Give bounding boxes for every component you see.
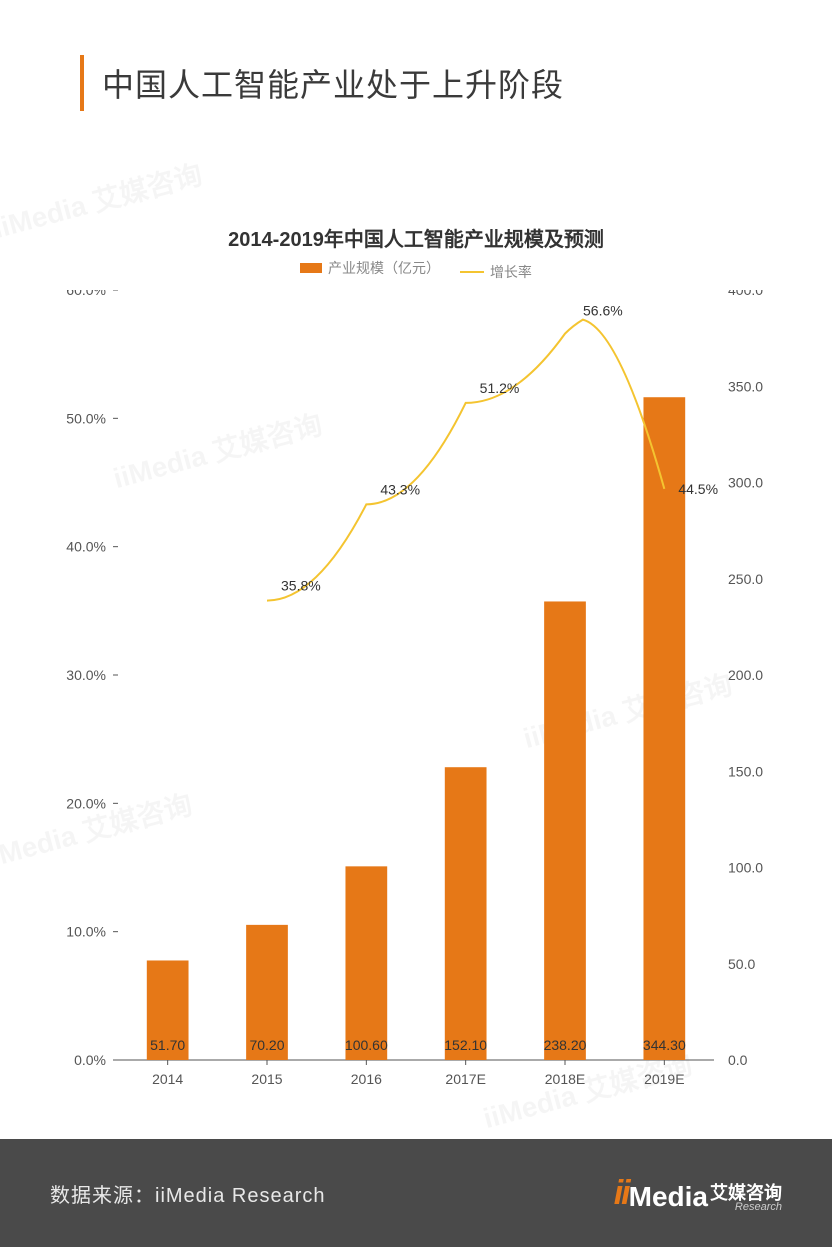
bar-value-label: 51.70	[150, 1037, 185, 1053]
svg-text:50.0: 50.0	[728, 956, 755, 972]
line-value-label: 56.6%	[583, 303, 623, 319]
svg-text:300.0: 300.0	[728, 475, 763, 491]
category-label: 2015	[251, 1071, 282, 1087]
svg-text:0.0%: 0.0%	[74, 1052, 106, 1068]
category-label: 2016	[351, 1071, 382, 1087]
title-accent-bar	[80, 55, 84, 111]
line-value-label: 44.5%	[678, 481, 718, 497]
svg-text:0.0: 0.0	[728, 1052, 748, 1068]
chart-legend: 产业规模（亿元） 增长率	[0, 258, 832, 282]
legend-item-line: 增长率	[460, 262, 532, 282]
legend-label-bar: 产业规模（亿元）	[328, 258, 440, 278]
footer-logo: ii Media 艾媒咨询 Research	[614, 1174, 782, 1213]
page-title: 中国人工智能产业处于上升阶段	[102, 60, 564, 106]
legend-label-line: 增长率	[490, 262, 532, 282]
bar-value-label: 344.30	[643, 1037, 686, 1053]
bar	[345, 866, 387, 1060]
footer-bar: 数据来源：iiMedia Research ii Media 艾媒咨询 Rese…	[0, 1139, 832, 1247]
category-label: 2014	[152, 1071, 183, 1087]
category-label: 2017E	[445, 1071, 485, 1087]
growth-line	[267, 320, 664, 601]
logo-cn: 艾媒咨询	[710, 1184, 782, 1202]
svg-text:350.0: 350.0	[728, 378, 763, 394]
svg-text:200.0: 200.0	[728, 667, 763, 683]
bar	[445, 767, 487, 1060]
bar-value-label: 70.20	[249, 1037, 284, 1053]
category-label: 2019E	[644, 1071, 684, 1087]
logo-media: Media	[629, 1181, 708, 1213]
svg-text:60.0%: 60.0%	[66, 290, 106, 298]
bar-value-label: 100.60	[345, 1037, 388, 1053]
line-value-label: 35.8%	[281, 578, 321, 594]
legend-swatch-bar	[300, 263, 322, 273]
svg-text:50.0%: 50.0%	[66, 410, 106, 426]
bar	[544, 601, 586, 1060]
line-value-label: 43.3%	[380, 481, 420, 497]
page-header: 中国人工智能产业处于上升阶段	[80, 55, 564, 111]
svg-text:250.0: 250.0	[728, 571, 763, 587]
chart-title: 2014-2019年中国人工智能产业规模及预测	[0, 223, 832, 252]
svg-text:100.0: 100.0	[728, 860, 763, 876]
svg-text:40.0%: 40.0%	[66, 539, 106, 555]
svg-text:400.0: 400.0	[728, 290, 763, 298]
svg-text:10.0%: 10.0%	[66, 924, 106, 940]
bar-value-label: 152.10	[444, 1037, 487, 1053]
footer-source: 数据来源：iiMedia Research	[50, 1179, 326, 1208]
chart-svg: 0.0% 10.0% 20.0% 30.0% 40.0% 50.0% 60.0% 0.0 50.…	[40, 290, 792, 1100]
svg-text:30.0%: 30.0%	[66, 667, 106, 683]
legend-swatch-line	[460, 271, 484, 273]
logo-ii-icon: ii	[614, 1174, 629, 1213]
category-label: 2018E	[545, 1071, 585, 1087]
chart-area: 0.0% 10.0% 20.0% 30.0% 40.0% 50.0% 60.0% 0.0 50.…	[40, 290, 792, 1100]
logo-en: Research	[710, 1202, 782, 1213]
svg-text:20.0%: 20.0%	[66, 795, 106, 811]
bar-value-label: 238.20	[544, 1037, 587, 1053]
svg-text:150.0: 150.0	[728, 763, 763, 779]
line-value-label: 51.2%	[480, 380, 520, 396]
legend-item-bar: 产业规模（亿元）	[300, 258, 440, 278]
